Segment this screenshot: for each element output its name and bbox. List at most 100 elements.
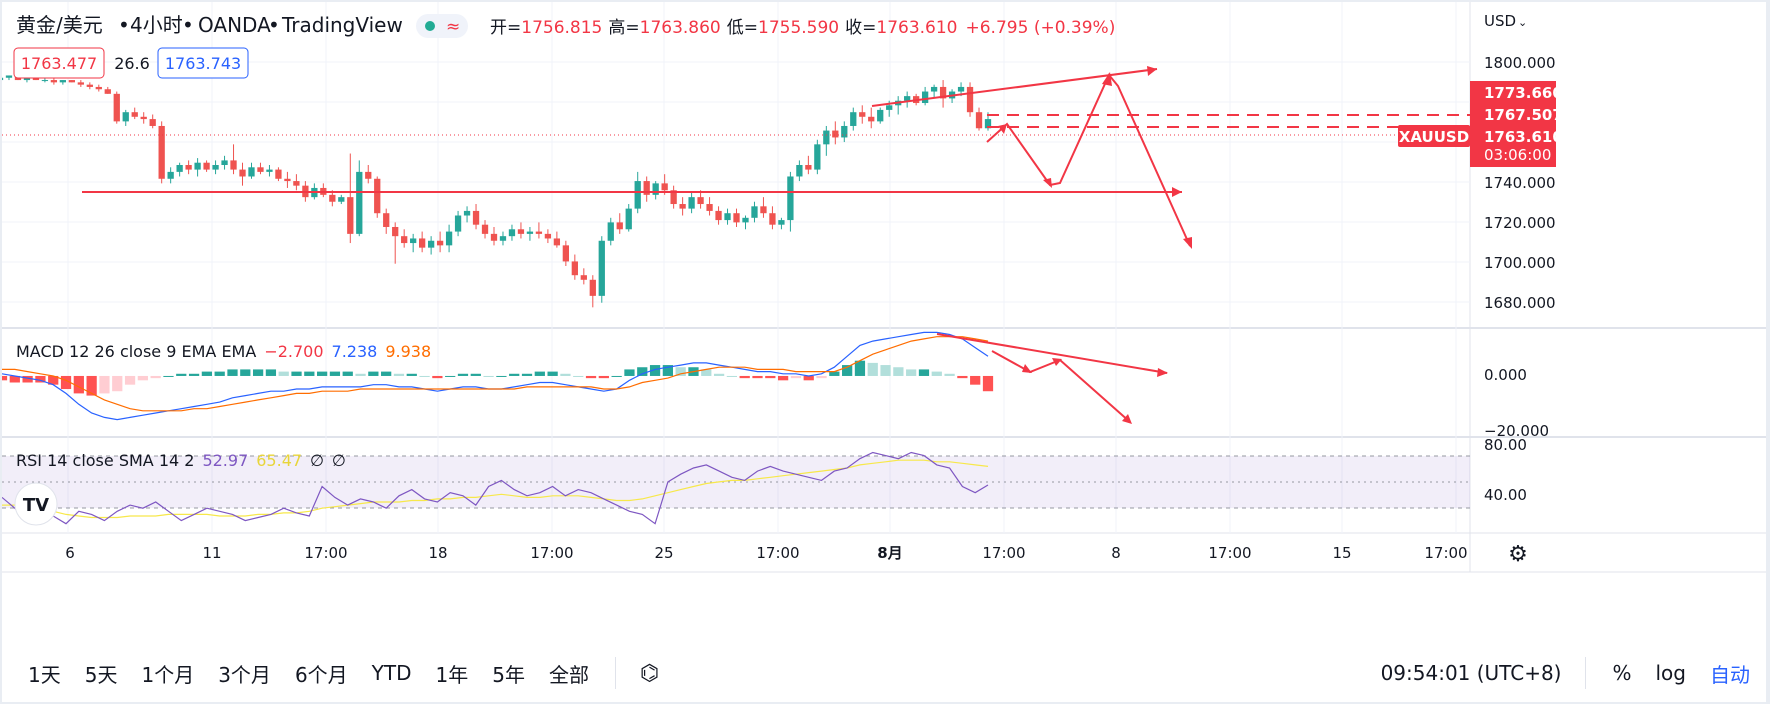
gear-icon[interactable]: ⚙ (1508, 542, 1528, 567)
candle-body[interactable] (113, 93, 120, 122)
candle-body[interactable] (140, 116, 147, 120)
candle-body[interactable] (598, 240, 605, 296)
candle-body[interactable] (589, 279, 596, 296)
candle-body[interactable] (868, 116, 875, 122)
range-5d-button[interactable]: 5天 (84, 662, 118, 687)
candle-body[interactable] (365, 171, 372, 179)
candle-body[interactable] (778, 220, 785, 225)
candle-body[interactable] (679, 204, 686, 209)
candle-body[interactable] (436, 240, 444, 246)
candle-body[interactable] (886, 105, 893, 110)
candle-body[interactable] (329, 194, 336, 202)
range-3m-button[interactable]: 3个月 (218, 662, 271, 687)
candle-body[interactable] (32, 77, 40, 81)
candle-body[interactable] (957, 86, 965, 92)
candle-body[interactable] (23, 77, 31, 81)
chart-canvas[interactable]: 黄金/美元 • 4小时 • OANDA • TradingView ≈ 开=17… (2, 2, 1766, 642)
tradingview-logo[interactable]: TV (14, 482, 58, 526)
candle-body[interactable] (634, 181, 641, 209)
candle-body[interactable] (697, 197, 704, 205)
candle-body[interactable] (733, 213, 740, 223)
candle-body[interactable] (472, 210, 480, 225)
candle-body[interactable] (715, 210, 722, 221)
candle-body[interactable] (859, 112, 866, 117)
candle-body[interactable] (230, 160, 237, 170)
candle-body[interactable] (571, 261, 578, 276)
candle-body[interactable] (356, 171, 363, 234)
candle-body[interactable] (805, 165, 812, 170)
rsi-line[interactable] (2, 451, 989, 525)
candle-body[interactable] (194, 162, 201, 170)
candle-body[interactable] (850, 112, 857, 126)
buy-ask-button[interactable] (157, 47, 249, 79)
range-all-button[interactable]: 全部 (548, 662, 589, 687)
annotation-drawings[interactable] (82, 66, 1470, 424)
candle-body[interactable] (104, 89, 111, 94)
candle-body[interactable] (490, 233, 498, 241)
macd-divergence-line[interactable] (936, 333, 1168, 374)
chevron-down-icon[interactable]: ⌄ (1518, 16, 1527, 29)
candle-body[interactable] (966, 86, 974, 113)
candle-body[interactable] (661, 183, 668, 191)
sell-bid-button[interactable] (13, 47, 105, 79)
candle-body[interactable] (338, 197, 345, 202)
log-scale-toggle[interactable]: log (1655, 661, 1687, 685)
range-6m-button[interactable]: 6个月 (294, 662, 348, 687)
candle-body[interactable] (392, 226, 399, 237)
candle-body[interactable] (562, 245, 569, 262)
candle-body[interactable] (930, 86, 938, 92)
candle-body[interactable] (221, 160, 228, 165)
candle-body[interactable] (544, 233, 552, 239)
candle-body[interactable] (293, 181, 300, 186)
candle-body[interactable] (454, 215, 462, 232)
candle-body[interactable] (769, 213, 776, 225)
candle-body[interactable] (239, 169, 246, 177)
range-5y-button[interactable]: 5年 (492, 662, 525, 687)
candle-body[interactable] (652, 183, 659, 195)
candle-body[interactable] (796, 165, 803, 177)
candle-body[interactable] (616, 222, 623, 230)
candle-body[interactable] (158, 125, 165, 179)
market-status-pill[interactable] (416, 14, 468, 38)
candle-body[interactable] (787, 176, 794, 221)
candle-body[interactable] (670, 190, 677, 205)
percent-scale-toggle[interactable]: % (1612, 661, 1632, 685)
macd-signal-line[interactable] (2, 336, 989, 412)
candle-body[interactable] (374, 178, 381, 214)
candle-body[interactable] (50, 80, 58, 83)
candle-body[interactable] (742, 217, 749, 223)
candle-body[interactable] (553, 238, 561, 246)
candle-body[interactable] (427, 240, 435, 248)
clock-timezone[interactable]: 09:54:01 (UTC+8) (1380, 661, 1562, 685)
candle-body[interactable] (877, 109, 884, 122)
candle-body[interactable] (760, 206, 767, 214)
candle-body[interactable] (410, 238, 417, 244)
candle-body[interactable] (95, 86, 102, 90)
candle-body[interactable] (68, 80, 75, 83)
candle-body[interactable] (975, 112, 983, 129)
candle-body[interactable] (499, 236, 507, 241)
candle-body[interactable] (77, 82, 84, 85)
candle-body[interactable] (535, 231, 543, 234)
candle-body[interactable] (984, 119, 992, 129)
macd-histogram[interactable] (2, 360, 994, 396)
calendar-goto-icon[interactable]: ⌬ (639, 660, 660, 686)
candle-body[interactable] (401, 236, 408, 244)
candle-body[interactable] (86, 84, 93, 87)
candle-body[interactable] (526, 231, 534, 234)
candle-body[interactable] (481, 224, 489, 234)
candle-body[interactable] (508, 229, 516, 237)
candle-body[interactable] (266, 169, 273, 172)
candle-body[interactable] (185, 165, 192, 170)
candle-body[interactable] (419, 238, 426, 248)
candle-body[interactable] (823, 130, 830, 145)
candle-body[interactable] (517, 229, 525, 234)
macd-projection-path[interactable] (991, 350, 1131, 423)
candle-body[interactable] (841, 125, 848, 138)
candle-body[interactable] (445, 231, 453, 246)
candle-body[interactable] (2, 77, 4, 81)
candle-body[interactable] (814, 144, 821, 170)
time-axis[interactable]: 6 11 17:00 18 17:00 25 17:00 8月 17:00 8 17:00 15 17:… (65, 544, 1467, 562)
candle-body[interactable] (832, 130, 839, 138)
range-ytd-button[interactable]: YTD (371, 661, 412, 685)
